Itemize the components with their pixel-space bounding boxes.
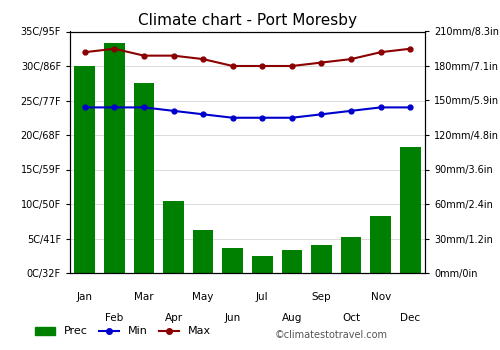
Bar: [282, 250, 302, 273]
Legend: Prec, Min, Max: Prec, Min, Max: [30, 322, 215, 341]
Text: Aug: Aug: [282, 313, 302, 323]
Text: Jun: Jun: [224, 313, 241, 323]
Bar: [222, 248, 243, 273]
Text: Jan: Jan: [77, 292, 93, 302]
Bar: [400, 147, 420, 273]
Bar: [74, 66, 95, 273]
Bar: [163, 201, 184, 273]
Text: Mar: Mar: [134, 292, 154, 302]
Text: Apr: Apr: [164, 313, 182, 323]
Text: Sep: Sep: [312, 292, 332, 302]
Text: May: May: [192, 292, 214, 302]
Bar: [134, 83, 154, 273]
Text: Jul: Jul: [256, 292, 268, 302]
Text: ©climatestotravel.com: ©climatestotravel.com: [275, 329, 388, 340]
Bar: [104, 43, 124, 273]
Text: Feb: Feb: [105, 313, 124, 323]
Bar: [252, 256, 272, 273]
Bar: [193, 230, 214, 273]
Text: Nov: Nov: [370, 292, 391, 302]
Text: Oct: Oct: [342, 313, 360, 323]
Text: Dec: Dec: [400, 313, 420, 323]
Title: Climate chart - Port Moresby: Climate chart - Port Moresby: [138, 13, 357, 28]
Bar: [370, 216, 391, 273]
Bar: [311, 245, 332, 273]
Bar: [340, 237, 361, 273]
